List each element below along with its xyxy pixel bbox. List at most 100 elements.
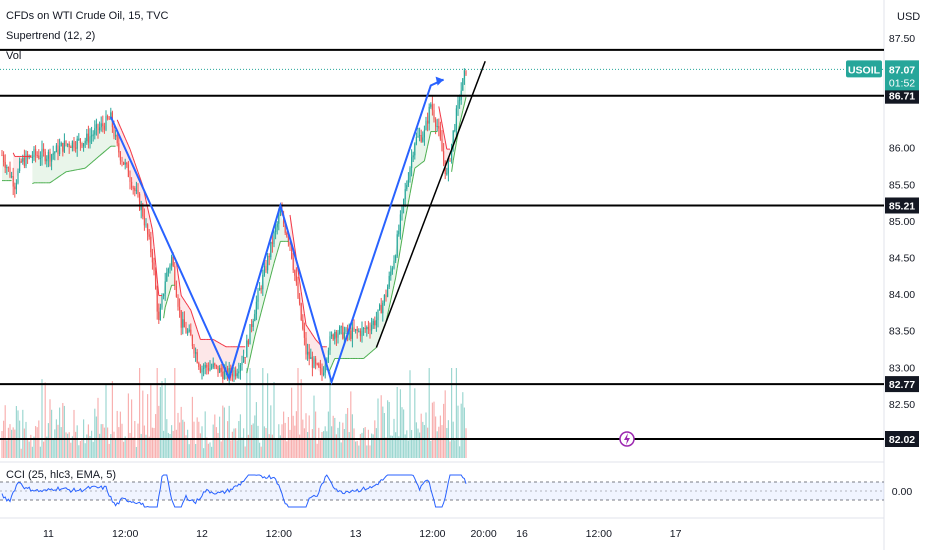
volume-bar [75,431,77,458]
candle-body [97,124,99,131]
supertrend-segment [188,307,192,311]
flash-glyph-icon [624,433,630,445]
level-badge-label: 82.02 [889,434,915,446]
supertrend-segment [187,305,190,309]
supertrend-band [206,339,209,368]
zigzag-line[interactable] [109,78,445,386]
volume-bar [430,440,432,458]
volume-bar [311,429,313,458]
supertrend-segment [100,152,104,155]
cci-legend[interactable]: CCI (25, hlc3, EMA, 5) [6,469,117,481]
volume-bar [81,439,83,458]
candle-body [452,130,454,144]
supertrend-band [280,213,282,242]
currency-label[interactable]: USD [897,11,921,23]
volume-bar [407,440,409,458]
supertrend-segment [407,193,411,203]
volume-bar [124,436,126,458]
candle-body [355,329,357,331]
candle-body [379,304,381,310]
candle-body [139,193,141,210]
supertrend-band [379,306,382,339]
candle-body [140,206,142,210]
volume-bar [223,407,225,458]
candle-body [4,162,6,168]
supertrend-segment [102,151,105,154]
volume-bar [54,429,56,458]
volume-bar [228,405,230,458]
supertrend-segment [220,343,224,346]
volume-bar [11,429,13,458]
supertrend-segment [305,324,309,328]
candle-body [380,304,382,314]
supertrend-band [120,127,122,159]
candle-body [451,143,453,161]
volume-bar [99,433,101,458]
volume-bar [305,413,307,458]
volume-bar [279,435,281,458]
supertrend-band [331,334,334,366]
supertrend-segment [246,365,249,374]
volume-bar [214,414,216,458]
supertrend-segment [329,365,333,370]
supertrend-band [203,339,206,368]
level-badge [885,431,919,447]
horizontal-levels[interactable] [0,48,884,440]
supertrend-segment [150,222,153,230]
candle-body [188,329,190,332]
supertrend-legend[interactable]: Supertrend (12, 2) [6,30,96,42]
price-axis[interactable]: 0.00 82.50 83.00 83.50 84.00 84.50 85.00 85.50 8… [889,33,915,498]
candle-body [185,327,187,334]
supertrend-band [238,346,241,365]
volume-bar [435,416,437,458]
candle-body [46,158,48,162]
candle-body [63,140,65,152]
candle-body [372,320,374,326]
volume-bar [140,433,142,458]
volume-bar [158,405,160,458]
volume-bar [460,403,462,458]
volume-bar [348,432,350,458]
volume-bar [91,430,93,458]
volume-bar [201,426,203,458]
volume-bar [12,427,14,458]
cci-pane [0,474,884,508]
candle-body [350,330,352,339]
candle-body [68,143,70,147]
supertrend-segment [247,358,251,366]
candle-body [214,363,216,366]
volume-bar [14,429,16,458]
candle-body [78,138,80,140]
volume-bar [351,414,353,458]
candle-body [292,258,294,271]
volume-bar [39,446,41,458]
candle-body [161,296,163,308]
volume-bar [231,431,233,458]
volume-bar [342,422,344,458]
candle-body [30,155,32,158]
volume-legend[interactable]: Vol [6,50,22,62]
candle-body [249,324,251,345]
volume-bar [441,425,443,458]
volume-bar [233,428,235,458]
candle-body [351,327,353,339]
candle-body [239,365,241,372]
trendline[interactable] [375,61,486,348]
time-axis[interactable]: 11 12:00 12 12:00 13 12:00 20:00 16 12:00 17 [43,528,682,540]
supertrend-segment [302,302,305,314]
candle-body [33,148,35,158]
volume-bar [179,422,181,458]
supertrend-segment [417,164,420,167]
candle-body [118,143,120,153]
supertrend-segment [132,158,136,164]
symbol-legend[interactable]: CFDs on WTI Crude Oil, 15, TVC [6,10,169,22]
supertrend-segment [163,307,166,319]
volume-bar [27,438,29,458]
volume-bar [409,370,411,458]
volume-bar [17,410,19,458]
zigzag-drawing[interactable] [109,76,445,386]
candle-body [449,159,451,161]
supertrend-segment [124,137,128,143]
trendline-drawing[interactable] [375,61,486,348]
